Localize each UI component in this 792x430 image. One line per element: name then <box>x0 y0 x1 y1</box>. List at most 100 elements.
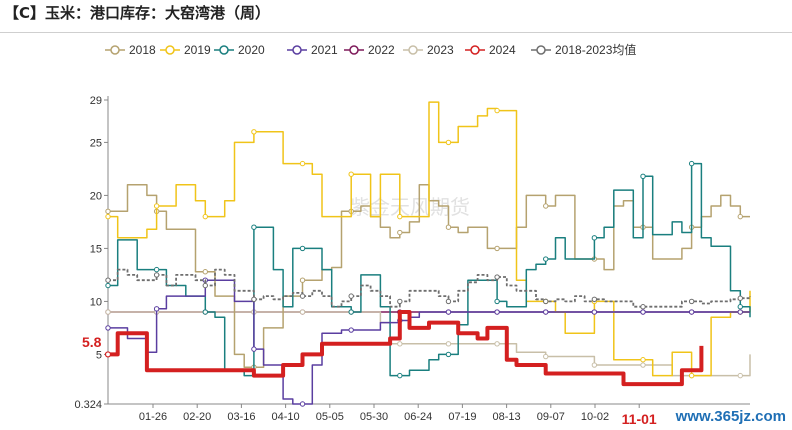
x-tick-label: 03-16 <box>227 411 255 423</box>
data-point <box>397 213 403 220</box>
data-point <box>251 129 257 135</box>
y-tick-label: 0.324 <box>74 399 102 411</box>
legend-item[interactable]: 2024 <box>465 43 516 57</box>
data-point <box>299 401 306 407</box>
data-point <box>737 295 743 301</box>
y-tick-label: 10 <box>90 296 102 308</box>
x-tick-label: 07-19 <box>448 411 476 423</box>
x-tick-label: 10-02 <box>581 411 609 423</box>
series-2020 <box>105 160 751 379</box>
data-point <box>348 293 354 299</box>
data-point <box>591 235 598 241</box>
data-point <box>543 256 549 262</box>
data-point <box>105 325 111 331</box>
series-layer <box>104 101 751 407</box>
data-point <box>299 245 306 252</box>
data-point <box>737 304 743 310</box>
data-point <box>299 277 306 283</box>
legend-item[interactable]: 2021 <box>287 43 338 57</box>
legend-item[interactable]: 2018-2023均值 <box>531 42 636 57</box>
legend-item[interactable]: 2018 <box>105 43 156 57</box>
x-tick-label: 06-24 <box>404 411 432 423</box>
legend-marker-icon <box>349 45 359 55</box>
legend-label: 2021 <box>311 43 338 57</box>
chart-title: 【C】玉米：港口库存：大窑湾港（周） <box>4 4 271 22</box>
data-point <box>688 372 695 379</box>
data-point <box>104 351 112 358</box>
data-point <box>299 293 306 299</box>
series-line <box>108 279 750 405</box>
y-tick-label: 25 <box>90 137 102 149</box>
data-point <box>640 173 646 180</box>
title-divider <box>0 32 792 33</box>
y-tick-label: 29 <box>90 95 102 107</box>
series-2018-2023均值 <box>105 268 751 310</box>
legend-marker-icon <box>408 45 418 55</box>
data-point <box>348 171 354 177</box>
data-point <box>640 309 646 315</box>
legend-marker-icon <box>219 45 229 55</box>
legend-label: 2024 <box>489 43 516 57</box>
data-point <box>494 274 500 280</box>
legend-label: 2018-2023均值 <box>555 42 636 57</box>
data-point <box>445 224 452 230</box>
data-point <box>640 304 646 310</box>
data-point <box>591 309 598 315</box>
data-point <box>202 282 208 289</box>
data-point <box>494 245 500 252</box>
data-point <box>105 213 111 220</box>
data-point <box>153 266 160 273</box>
data-point <box>640 357 646 363</box>
legend-label: 2018 <box>129 43 156 57</box>
legend-marker-icon <box>165 45 175 55</box>
data-point <box>688 309 695 315</box>
series-line <box>108 268 751 308</box>
axes: 0.324 5 10 15 20 25 29 01-26 02-20 03-16 04-10 05-… <box>74 95 750 423</box>
watermark: 紫金天风期货 <box>350 195 470 219</box>
data-point <box>153 272 160 278</box>
legend-label: 2019 <box>184 43 211 57</box>
data-point <box>348 327 354 333</box>
x-tick-label: 02-20 <box>183 411 211 423</box>
data-point <box>153 306 160 312</box>
data-point <box>737 213 743 220</box>
data-point <box>105 309 111 315</box>
legend-item[interactable]: 2022 <box>344 43 395 57</box>
data-point <box>397 298 403 305</box>
data-point <box>543 353 549 360</box>
highlight-x-label: 11-01 <box>622 411 657 427</box>
data-point <box>494 309 500 315</box>
data-point <box>299 309 306 315</box>
data-point <box>397 229 403 236</box>
data-point <box>494 107 500 114</box>
x-tick-label: 01-26 <box>139 411 167 423</box>
legend-item[interactable]: 2020 <box>214 43 265 57</box>
data-point <box>397 372 403 379</box>
legend-label: 2020 <box>238 43 265 57</box>
legend-marker-icon <box>470 45 480 55</box>
data-point <box>202 309 208 315</box>
y-tick-label: 20 <box>90 190 102 202</box>
data-point <box>299 160 306 167</box>
series-line <box>108 310 704 387</box>
data-point <box>591 296 598 303</box>
series-2024 <box>104 310 704 387</box>
legend-label: 2023 <box>427 43 454 57</box>
data-point <box>153 203 160 209</box>
data-point <box>202 269 208 275</box>
legend-item[interactable]: 2019 <box>160 43 211 57</box>
series-line <box>108 162 751 377</box>
data-point <box>494 298 500 305</box>
data-point <box>105 277 111 283</box>
data-point <box>688 160 695 167</box>
data-point <box>445 351 452 358</box>
data-point <box>543 298 549 305</box>
highlight-value-label: 5.8 <box>82 334 102 350</box>
legend-item[interactable]: 2023 <box>403 43 454 57</box>
data-point <box>202 213 208 220</box>
data-point <box>251 346 257 352</box>
data-point <box>737 309 743 315</box>
data-point <box>640 362 646 368</box>
series-line <box>108 311 751 377</box>
